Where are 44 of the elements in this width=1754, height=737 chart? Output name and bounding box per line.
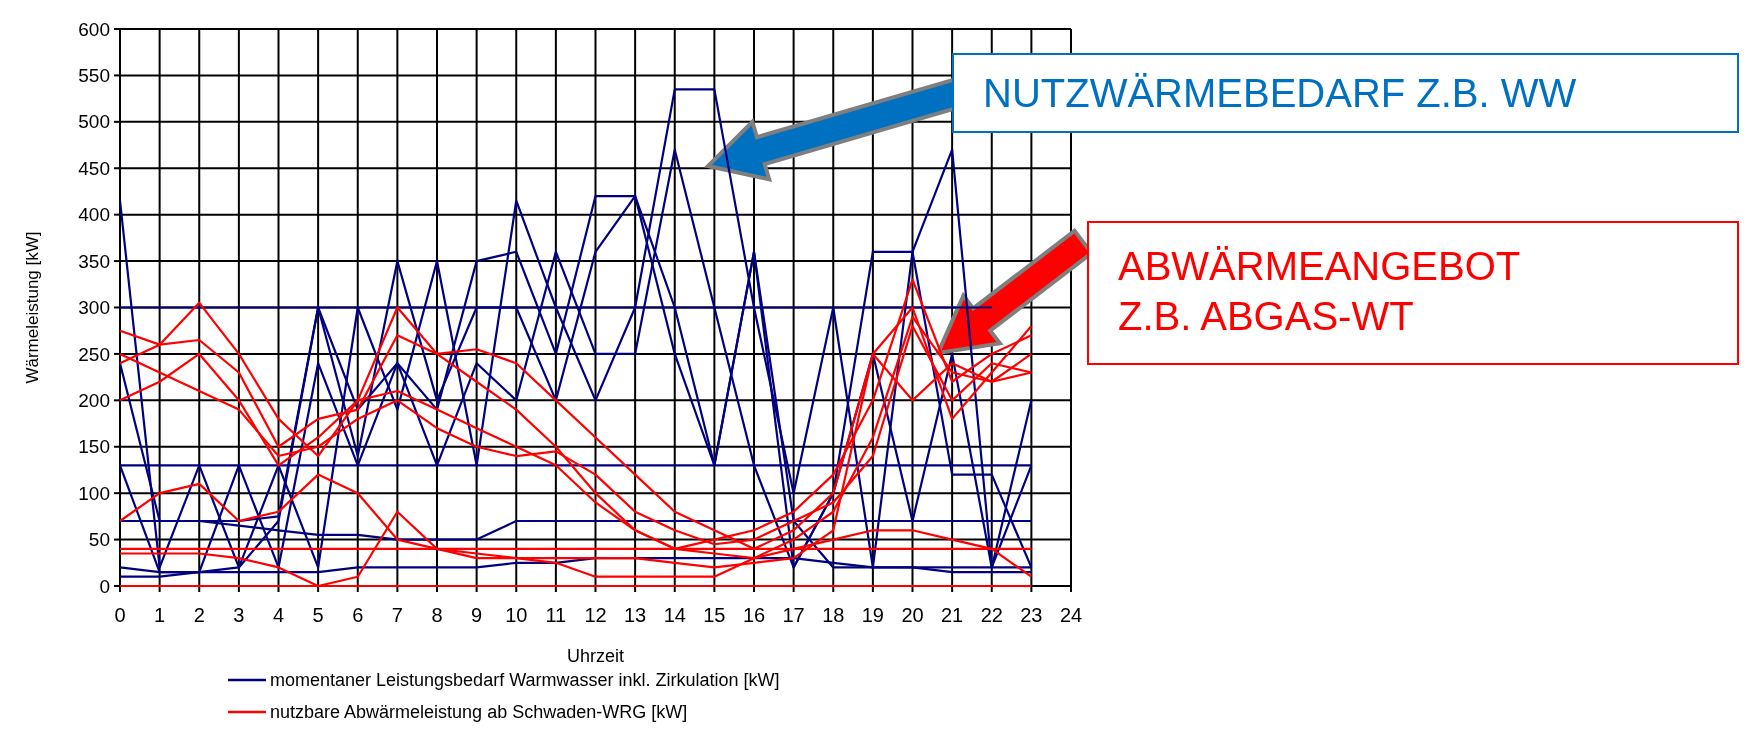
- y-tick-label: 250: [78, 343, 110, 365]
- x-tick-label: 7: [391, 604, 403, 626]
- y-tick-label: 400: [78, 204, 110, 226]
- y-tick-label: 300: [78, 297, 110, 319]
- x-tick-label: 22: [980, 604, 1003, 626]
- y-tick-label: 600: [78, 18, 110, 40]
- x-tick-label: 3: [233, 604, 245, 626]
- y-tick-label: 50: [88, 529, 110, 551]
- y-tick-label: 0: [99, 575, 110, 597]
- x-tick-label: 15: [703, 604, 726, 626]
- y-tick-label: 450: [78, 157, 110, 179]
- y-tick-label: 150: [78, 436, 110, 458]
- x-tick-label: 18: [822, 604, 845, 626]
- x-tick-label: 20: [901, 604, 924, 626]
- text: ABWÄRMEANGEBOT Z.B. ABGAS-WT: [1118, 244, 1521, 338]
- x-tick-label: 11: [545, 604, 567, 626]
- y-tick-label: 550: [78, 65, 110, 87]
- legend-label: momentaner Leistungsbedarf Warmwasser inkl. Zirkulation [kW]: [270, 670, 780, 691]
- x-axis-title: Uhrzeit: [566, 646, 625, 666]
- y-tick-label: 350: [78, 250, 110, 272]
- x-tick-label: 24: [1059, 604, 1083, 626]
- x-tick-label: 2: [193, 604, 205, 626]
- x-tick-label: 4: [272, 604, 285, 626]
- x-tick-label: 14: [663, 604, 686, 626]
- x-tick-label: 9: [471, 604, 483, 626]
- x-tick-label: 17: [782, 604, 805, 626]
- y-tick-label: 200: [78, 389, 110, 411]
- x-tick-label: 8: [431, 604, 443, 626]
- y-axis-title: Wärmeleistung [kW]: [23, 231, 42, 384]
- x-tick-label: 16: [742, 604, 766, 626]
- x-tick-label: 10: [505, 604, 528, 626]
- x-tick-label: 0: [114, 604, 126, 626]
- x-tick-label: 19: [861, 604, 884, 626]
- y-tick-label: 500: [78, 111, 110, 133]
- x-tick-label: 6: [352, 604, 364, 626]
- x-tick-label: 21: [941, 604, 964, 626]
- x-tick-label: 12: [584, 604, 607, 626]
- annotation: NUTZWÄRMEBEDARF Z.B. WW: [983, 71, 1577, 115]
- legend-label: nutzbare Abwärmeleistung ab Schwaden-WRG [kW]: [270, 702, 688, 723]
- x-tick-label: 1: [154, 604, 166, 626]
- x-tick-label: 13: [624, 604, 647, 626]
- y-tick-label: 100: [78, 482, 110, 504]
- x-tick-label: 23: [1020, 604, 1043, 626]
- x-tick-label: 5: [312, 604, 324, 626]
